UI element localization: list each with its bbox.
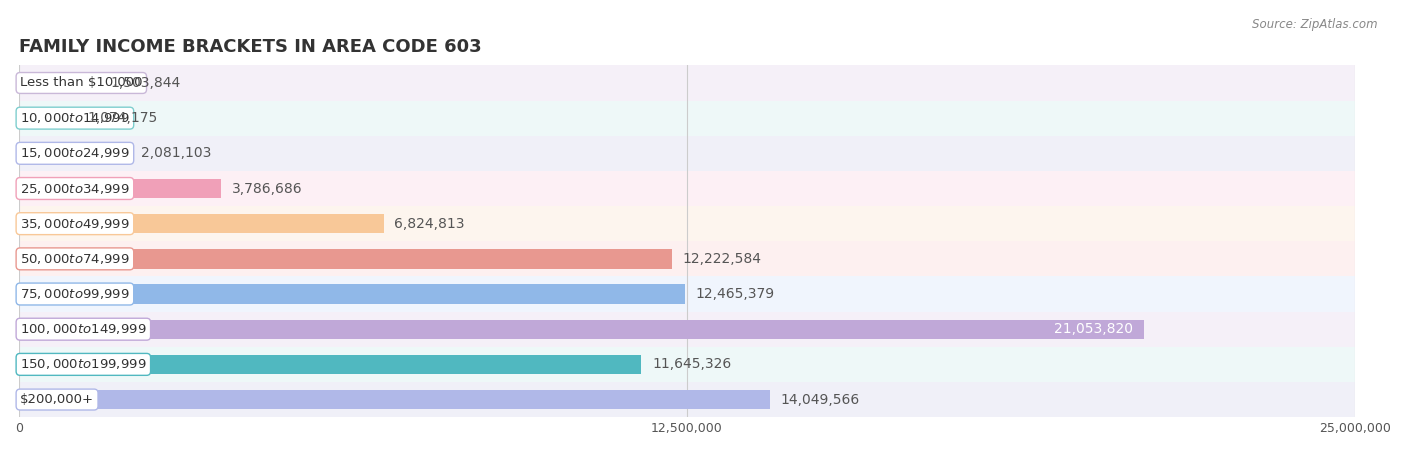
Text: $35,000 to $49,999: $35,000 to $49,999 [20,217,129,231]
Text: $10,000 to $14,999: $10,000 to $14,999 [20,111,129,125]
Bar [20,355,641,374]
Text: 12,465,379: 12,465,379 [696,287,775,301]
Text: FAMILY INCOME BRACKETS IN AREA CODE 603: FAMILY INCOME BRACKETS IN AREA CODE 603 [20,37,482,55]
Text: $25,000 to $34,999: $25,000 to $34,999 [20,181,129,195]
Text: 2,081,103: 2,081,103 [141,146,211,160]
Bar [20,276,1355,311]
Text: $200,000+: $200,000+ [20,393,94,406]
Text: $100,000 to $149,999: $100,000 to $149,999 [20,322,146,336]
Text: 12,222,584: 12,222,584 [683,252,762,266]
Bar [20,284,685,304]
Text: 3,786,686: 3,786,686 [232,181,302,195]
Bar [20,311,1355,347]
Bar [20,249,672,269]
Bar [20,144,131,163]
Bar [20,390,770,409]
Bar [20,65,1355,100]
Text: 14,049,566: 14,049,566 [780,392,860,406]
Text: 1,503,844: 1,503,844 [110,76,180,90]
Bar [20,347,1355,382]
Bar [20,241,1355,276]
Text: 21,053,820: 21,053,820 [1054,322,1133,336]
Bar [20,73,100,93]
Text: $150,000 to $199,999: $150,000 to $199,999 [20,357,146,371]
Text: $15,000 to $24,999: $15,000 to $24,999 [20,146,129,160]
Bar [20,136,1355,171]
Text: $75,000 to $99,999: $75,000 to $99,999 [20,287,129,301]
Bar [20,206,1355,241]
Text: $50,000 to $74,999: $50,000 to $74,999 [20,252,129,266]
Text: Source: ZipAtlas.com: Source: ZipAtlas.com [1253,18,1378,31]
Bar [20,171,1355,206]
Text: 11,645,326: 11,645,326 [652,357,731,371]
Bar [20,108,76,128]
Text: 1,074,175: 1,074,175 [87,111,157,125]
Bar [20,100,1355,136]
Bar [20,382,1355,417]
Bar [20,214,384,234]
Bar [20,320,1144,339]
Text: Less than $10,000: Less than $10,000 [20,76,142,90]
Bar [20,179,221,198]
Text: 6,824,813: 6,824,813 [395,217,465,231]
